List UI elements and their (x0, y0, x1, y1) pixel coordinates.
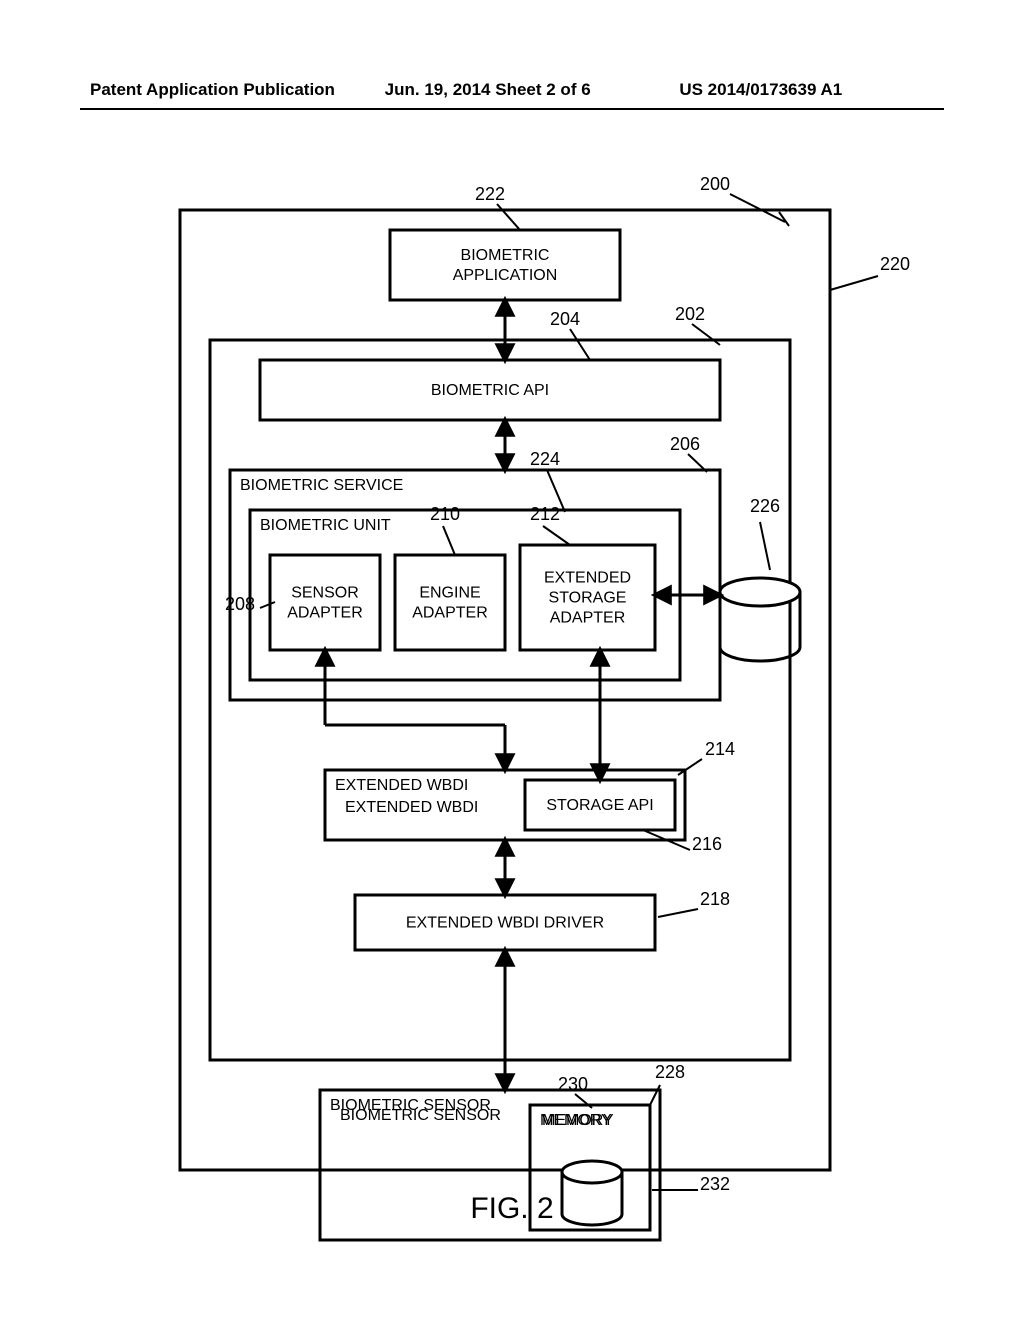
svg-text:220: 220 (880, 254, 910, 274)
header-patent-number: US 2014/0173639 A1 (639, 80, 934, 100)
svg-text:ADAPTER: ADAPTER (412, 605, 488, 622)
svg-text:EXTENDED: EXTENDED (544, 570, 631, 587)
svg-text:224: 224 (530, 449, 560, 469)
page-header: Patent Application Publication Jun. 19, … (0, 80, 1024, 100)
svg-text:BIOMETRIC SERVICE: BIOMETRIC SERVICE (240, 477, 403, 494)
svg-text:232: 232 (700, 1174, 730, 1194)
svg-text:202: 202 (675, 304, 705, 324)
svg-text:228: 228 (655, 1062, 685, 1082)
svg-text:BIOMETRIC API: BIOMETRIC API (431, 382, 549, 399)
svg-text:214: 214 (705, 739, 735, 759)
svg-text:MEMORY: MEMORY (542, 1112, 614, 1129)
svg-text:EXTENDED WBDI: EXTENDED WBDI (335, 777, 468, 794)
svg-text:STORAGE API: STORAGE API (546, 797, 653, 814)
block-diagram: BIOMETRIC APPLICATION BIOMETRIC API BIOMETR… (80, 150, 950, 1250)
header-date-sheet: Jun. 19, 2014 Sheet 2 of 6 (345, 80, 640, 100)
svg-text:BIOMETRIC: BIOMETRIC (461, 247, 550, 264)
svg-text:212: 212 (530, 504, 560, 524)
svg-text:222: 222 (475, 184, 505, 204)
svg-text:200: 200 (700, 174, 730, 194)
svg-text:APPLICATION: APPLICATION (453, 267, 558, 284)
header-rule (80, 108, 944, 110)
svg-text:ENGINE: ENGINE (419, 585, 480, 602)
svg-text:218: 218 (700, 889, 730, 909)
header-publication: Patent Application Publication (90, 80, 345, 100)
svg-text:STORAGE: STORAGE (549, 590, 627, 607)
svg-text:230: 230 (558, 1074, 588, 1094)
svg-text:216: 216 (692, 834, 722, 854)
svg-text:226: 226 (750, 496, 780, 516)
svg-text:BIOMETRIC UNIT: BIOMETRIC UNIT (260, 517, 391, 534)
svg-text:210: 210 (430, 504, 460, 524)
svg-text:204: 204 (550, 309, 580, 329)
svg-text:ADAPTER: ADAPTER (550, 610, 626, 627)
svg-text:206: 206 (670, 434, 700, 454)
figure-label: FIG. 2 (0, 1192, 1024, 1226)
svg-text:EXTENDED WBDI DRIVER: EXTENDED WBDI DRIVER (406, 915, 604, 932)
svg-text:ADAPTER: ADAPTER (287, 605, 363, 622)
svg-text:BIOMETRIC SENSOR: BIOMETRIC SENSOR (340, 1107, 501, 1124)
page: Patent Application Publication Jun. 19, … (0, 0, 1024, 1320)
svg-text:EXTENDED WBDI: EXTENDED WBDI (345, 799, 478, 816)
svg-text:SENSOR: SENSOR (291, 585, 359, 602)
svg-text:208: 208 (225, 594, 255, 614)
